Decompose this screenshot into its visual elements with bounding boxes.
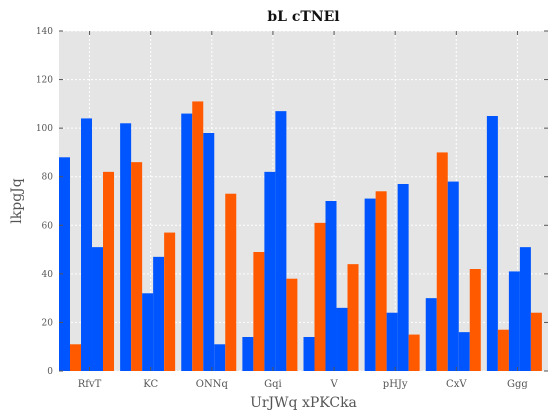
bar xyxy=(509,271,520,371)
bar xyxy=(192,101,203,371)
bar xyxy=(409,335,420,371)
y-tick-label: 120 xyxy=(36,76,53,86)
x-tick-label: RfvT xyxy=(78,379,102,390)
x-tick-label: Ggg xyxy=(507,379,528,390)
bar xyxy=(437,152,448,371)
bar xyxy=(426,298,437,371)
x-tick-label: V xyxy=(329,379,338,390)
chart-title: bL cTNEl xyxy=(267,9,339,25)
bar xyxy=(81,118,92,371)
bar xyxy=(131,162,142,371)
bar xyxy=(59,157,70,371)
bar xyxy=(348,264,359,371)
bar xyxy=(181,114,192,371)
y-tick-label: 80 xyxy=(42,173,54,183)
bar xyxy=(264,172,275,371)
y-tick-label: 0 xyxy=(47,367,53,377)
bar xyxy=(103,172,114,371)
bar xyxy=(120,123,131,371)
bar xyxy=(164,233,175,371)
bar xyxy=(92,247,103,371)
bar xyxy=(531,313,542,371)
bar xyxy=(520,247,531,371)
bar xyxy=(376,191,387,371)
y-tick-label: 40 xyxy=(42,270,54,280)
bar xyxy=(326,201,337,371)
y-tick-label: 20 xyxy=(42,318,54,328)
x-axis-label: UrJWq xPKCka xyxy=(250,395,357,411)
bar xyxy=(142,293,153,371)
bar xyxy=(365,199,376,371)
x-tick-label: Gqi xyxy=(264,379,282,390)
bar xyxy=(242,337,253,371)
bar xyxy=(487,116,498,371)
bar xyxy=(304,337,315,371)
y-tick-label: 140 xyxy=(36,27,53,37)
bar xyxy=(225,194,236,371)
y-axis-label: lkpgJq xyxy=(9,178,25,223)
bar xyxy=(315,223,326,371)
x-tick-label: ONNq xyxy=(196,379,229,390)
y-tick-label: 100 xyxy=(36,124,53,134)
bar xyxy=(387,313,398,371)
x-tick-label: pHJy xyxy=(383,379,408,390)
bar xyxy=(286,279,297,371)
bar xyxy=(470,269,481,371)
y-tick-label: 60 xyxy=(42,221,54,231)
bar xyxy=(459,332,470,371)
bar xyxy=(253,252,264,371)
bar xyxy=(398,184,409,371)
bar xyxy=(498,330,509,371)
bar xyxy=(448,182,459,371)
bar xyxy=(275,111,286,371)
bar xyxy=(337,308,348,371)
x-tick-label: KC xyxy=(143,379,158,390)
bar xyxy=(203,133,214,371)
bar xyxy=(153,257,164,371)
bar xyxy=(214,344,225,371)
x-tick-label: CxV xyxy=(446,379,467,390)
bar xyxy=(70,344,81,371)
